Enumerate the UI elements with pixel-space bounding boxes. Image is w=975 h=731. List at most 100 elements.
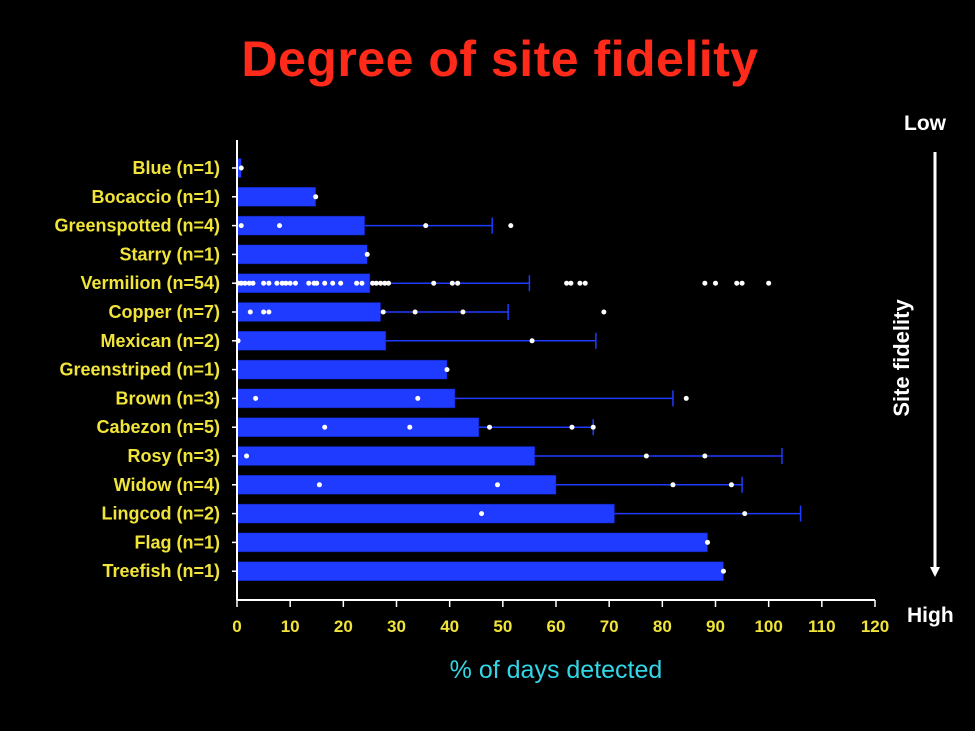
data-point bbox=[702, 453, 708, 459]
bar bbox=[236, 388, 456, 409]
data-point bbox=[564, 280, 570, 286]
data-point bbox=[728, 482, 734, 488]
data-point bbox=[569, 424, 575, 430]
category-label: Cabezon (n=5) bbox=[96, 417, 220, 437]
category-label: Copper (n=7) bbox=[108, 302, 220, 322]
data-point bbox=[431, 280, 437, 286]
bar bbox=[236, 503, 615, 524]
data-point bbox=[734, 280, 740, 286]
x-tick-label: 90 bbox=[706, 617, 725, 636]
category-label: Blue (n=1) bbox=[132, 158, 220, 178]
x-tick-label: 20 bbox=[334, 617, 353, 636]
data-point bbox=[316, 482, 322, 488]
x-tick-label: 50 bbox=[493, 617, 512, 636]
data-point bbox=[382, 280, 388, 286]
category-label: Mexican (n=2) bbox=[100, 331, 220, 351]
data-point bbox=[314, 280, 320, 286]
data-point bbox=[423, 223, 429, 229]
data-point bbox=[238, 223, 244, 229]
data-point bbox=[313, 194, 319, 200]
data-point bbox=[330, 280, 336, 286]
data-point bbox=[247, 309, 253, 315]
category-label: Greenspotted (n=4) bbox=[54, 216, 220, 236]
error-bars-layer bbox=[364, 217, 802, 522]
data-point bbox=[386, 280, 392, 286]
data-point bbox=[577, 280, 583, 286]
data-point bbox=[742, 511, 748, 517]
x-tick-label: 110 bbox=[808, 617, 835, 636]
data-point bbox=[590, 424, 596, 430]
x-tick-label: 30 bbox=[387, 617, 406, 636]
data-point bbox=[274, 280, 280, 286]
data-point bbox=[266, 280, 272, 286]
data-point bbox=[705, 539, 711, 545]
data-point bbox=[283, 280, 289, 286]
data-point bbox=[370, 280, 376, 286]
data-point bbox=[601, 309, 607, 315]
x-tick-label: 10 bbox=[281, 617, 300, 636]
bar bbox=[236, 561, 724, 581]
category-label: Starry (n=1) bbox=[119, 244, 220, 264]
category-label: Rosy (n=3) bbox=[127, 446, 220, 466]
bar bbox=[236, 331, 387, 351]
category-label: Treefish (n=1) bbox=[102, 561, 220, 581]
data-point bbox=[261, 280, 267, 286]
bar bbox=[236, 475, 557, 495]
data-point bbox=[266, 309, 272, 315]
category-label: Greenstriped (n=1) bbox=[59, 360, 220, 380]
x-ticks-layer: 0 10 20 30 40 50 60 70 80 90 100 110 120 bbox=[232, 600, 889, 636]
data-point bbox=[244, 453, 250, 459]
bar bbox=[236, 417, 480, 437]
data-point bbox=[354, 280, 360, 286]
bar bbox=[236, 215, 365, 236]
category-labels-layer: Blue (n=1) Bocaccio (n=1) Greenspotted (n=… bbox=[54, 158, 220, 581]
data-point bbox=[261, 309, 267, 315]
x-tick-label: 120 bbox=[861, 617, 889, 636]
data-point bbox=[279, 280, 285, 286]
data-point bbox=[238, 165, 244, 171]
data-point bbox=[407, 424, 413, 430]
category-label: Lingcod (n=2) bbox=[102, 504, 221, 524]
data-point bbox=[444, 367, 450, 373]
data-point bbox=[495, 482, 501, 488]
data-point bbox=[449, 280, 455, 286]
data-point bbox=[683, 395, 689, 401]
category-label: Flag (n=1) bbox=[134, 532, 220, 552]
data-point bbox=[359, 280, 365, 286]
data-point bbox=[373, 280, 379, 286]
data-point bbox=[508, 223, 514, 229]
bar bbox=[236, 446, 535, 466]
data-point bbox=[739, 280, 745, 286]
category-label: Brown (n=3) bbox=[115, 388, 220, 408]
x-tick-label: 100 bbox=[754, 617, 782, 636]
data-point bbox=[306, 280, 312, 286]
data-point bbox=[412, 309, 418, 315]
data-point bbox=[322, 424, 328, 430]
points-layer bbox=[235, 165, 772, 574]
chart-title: Degree of site fidelity bbox=[241, 31, 759, 87]
data-point bbox=[460, 309, 466, 315]
category-label: Vermilion (n=54) bbox=[80, 273, 220, 293]
data-point bbox=[253, 395, 259, 401]
category-label: Bocaccio (n=1) bbox=[91, 187, 220, 207]
bars-layer bbox=[236, 158, 724, 581]
site-fidelity-low-label: Low bbox=[904, 112, 946, 135]
x-tick-label: 60 bbox=[547, 617, 566, 636]
bar bbox=[236, 273, 371, 293]
category-label: Widow (n=4) bbox=[114, 475, 220, 495]
bar bbox=[236, 302, 381, 322]
data-point bbox=[415, 395, 421, 401]
data-point bbox=[277, 223, 283, 229]
x-tick-label: 70 bbox=[600, 617, 619, 636]
data-point bbox=[713, 280, 718, 286]
data-point bbox=[364, 251, 370, 257]
data-point bbox=[322, 280, 328, 286]
site-fidelity-axis-label: Site fidelity bbox=[889, 299, 914, 417]
data-point bbox=[292, 280, 298, 286]
data-point bbox=[250, 280, 256, 286]
data-point bbox=[378, 280, 384, 286]
data-point bbox=[670, 482, 676, 488]
data-point bbox=[242, 280, 248, 286]
data-point bbox=[568, 280, 574, 286]
